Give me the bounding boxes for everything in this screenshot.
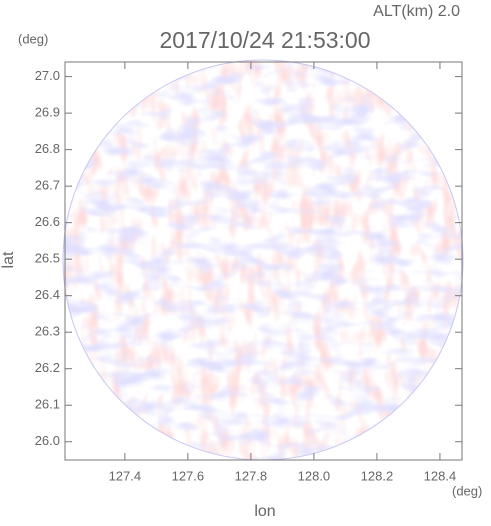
y-unit: (deg) [18, 31, 48, 46]
y-tick-label: 26.4 [35, 287, 60, 302]
y-tick-label: 26.2 [35, 360, 60, 375]
x-tick-label: 128.2 [361, 468, 394, 483]
y-tick-label: 26.3 [35, 324, 60, 339]
y-tick-label: 26.6 [35, 214, 60, 229]
radar-field [63, 60, 463, 460]
y-tick-label: 26.5 [35, 251, 60, 266]
y-tick-label: 27.0 [35, 68, 60, 83]
y-axis-label: lat [0, 251, 17, 268]
x-tick-label: 127.4 [109, 468, 142, 483]
y-tick-label: 26.0 [35, 433, 60, 448]
altitude-label: ALT(km) 2.0 [373, 3, 460, 20]
x-tick-label: 127.8 [235, 468, 268, 483]
x-tick-label: 128.4 [424, 468, 457, 483]
chart-title: 2017/10/24 21:53:00 [159, 27, 370, 53]
y-tick-label: 26.1 [35, 397, 60, 412]
x-unit: (deg) [452, 483, 482, 498]
y-tick-label: 26.7 [35, 178, 60, 193]
y-tick-label: 26.9 [35, 105, 60, 120]
plot-frame [64, 61, 463, 461]
x-tick-label: 127.6 [172, 468, 205, 483]
x-tick-label: 128.0 [298, 468, 331, 483]
x-axis-label: lon [254, 503, 275, 520]
y-tick-label: 26.8 [35, 141, 60, 156]
